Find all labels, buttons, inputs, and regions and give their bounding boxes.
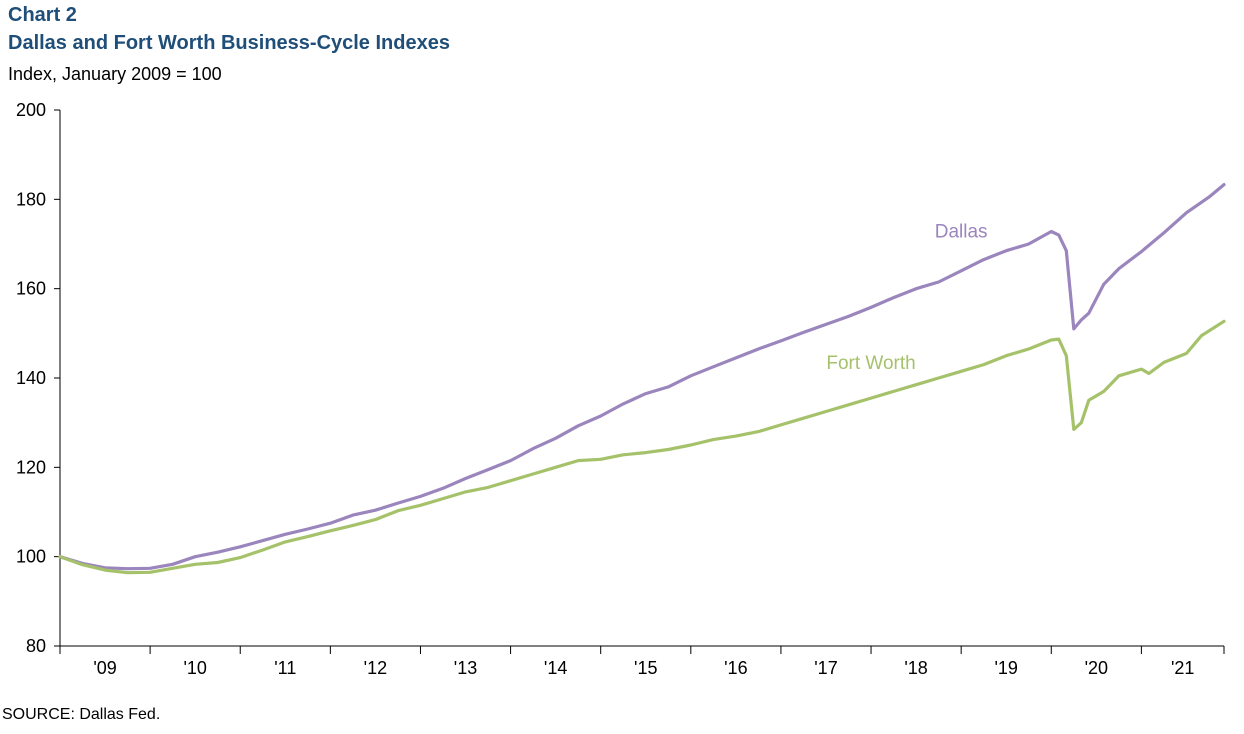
annotation-layer: Dallas Fort Worth xyxy=(826,221,987,374)
x-tick-label: '21 xyxy=(1171,658,1194,678)
chart-label: Chart 2 xyxy=(8,4,77,26)
x-tick-label: '12 xyxy=(364,658,387,678)
series-label-fort-worth: Fort Worth xyxy=(826,353,915,374)
x-tick-label: '17 xyxy=(814,658,837,678)
series-line-dallas xyxy=(58,183,1226,571)
source-note: SOURCE: Dallas Fed. xyxy=(2,706,161,723)
series-layer xyxy=(58,183,1226,575)
y-tick-label: 100 xyxy=(16,547,46,567)
y-tick-label: 80 xyxy=(26,636,46,656)
x-tick-label: '14 xyxy=(544,658,567,678)
x-tick-label: '09 xyxy=(93,658,116,678)
x-tick-label: '20 xyxy=(1085,658,1108,678)
x-tick-label: '10 xyxy=(183,658,206,678)
x-tick-label: '18 xyxy=(904,658,927,678)
y-tick-label: 140 xyxy=(16,368,46,388)
x-tick-label: '11 xyxy=(274,658,296,678)
y-axis-label: Index, January 2009 = 100 xyxy=(8,64,222,84)
series-label-dallas: Dallas xyxy=(935,221,988,242)
y-tick-label: 180 xyxy=(16,189,46,209)
x-tick-label: '19 xyxy=(994,658,1017,678)
y-tick-label: 200 xyxy=(16,100,46,120)
x-tick-label: '15 xyxy=(634,658,657,678)
x-axis: '09 '10 '11 '12 '13 '14 '15 '16 '17 '18 '19 '20 '21 xyxy=(59,645,1225,678)
y-tick-label: 160 xyxy=(16,279,46,299)
series-line-fort-worth xyxy=(58,319,1226,575)
x-tick-label: '16 xyxy=(724,658,747,678)
y-tick-label: 120 xyxy=(16,457,46,477)
x-tick-label: '13 xyxy=(454,658,477,678)
chart-title: Dallas and Fort Worth Business-Cycle Ind… xyxy=(8,32,450,54)
y-axis: 80 100 120 140 160 180 200 xyxy=(16,100,61,656)
